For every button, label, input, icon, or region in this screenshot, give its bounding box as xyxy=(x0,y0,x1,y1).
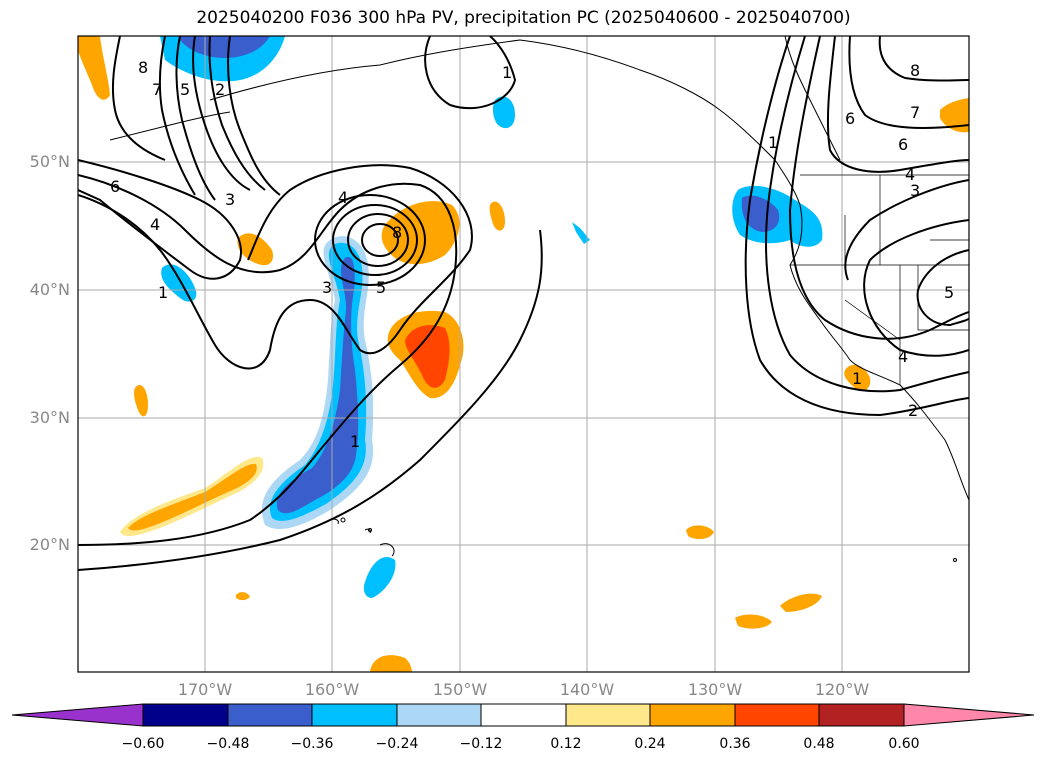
colorbar-segment xyxy=(565,703,651,727)
lat-label-50n: 50°N xyxy=(29,152,70,171)
colorbar-tick-label: −0.48 xyxy=(206,736,250,752)
colorbar-tick-label: 0.60 xyxy=(888,736,920,752)
political-borders xyxy=(790,174,969,385)
colorbar-segment xyxy=(649,703,736,727)
colorbar-segment xyxy=(142,703,229,727)
pv-label: 3 xyxy=(910,181,920,200)
pv-label: 8 xyxy=(910,61,920,80)
pv-label: 3 xyxy=(225,190,235,209)
colorbar-segment xyxy=(396,703,482,727)
colorbar-tick-label: 0.36 xyxy=(719,736,751,752)
pv-label: 1 xyxy=(852,369,862,388)
pv-label: 1 xyxy=(158,283,168,302)
pv-label: 1 xyxy=(502,63,512,82)
map-frame xyxy=(77,35,970,673)
pv-label: 4 xyxy=(338,188,348,207)
lon-label-160w: 160°W xyxy=(304,680,360,699)
pv-label: 7 xyxy=(152,80,162,99)
colorbar-tick-label: 0.48 xyxy=(803,736,835,752)
colorbar-tick-label: −0.36 xyxy=(290,736,334,752)
pv-label: 4 xyxy=(150,215,160,234)
precip-anomaly-shading xyxy=(78,36,969,672)
colorbar-tick-label: 0.12 xyxy=(550,736,582,752)
map-gridlines xyxy=(78,36,969,672)
pv-label: 5 xyxy=(180,80,190,99)
lon-label-120w: 120°W xyxy=(814,680,870,699)
pv-contour-labels: 8 7 5 2 1 6 4 3 1 4 8 5 3 1 1 6 8 7 6 4 … xyxy=(110,58,954,451)
pv-label: 2 xyxy=(215,80,225,99)
pv-label: 6 xyxy=(110,177,120,196)
lon-label-130w: 130°W xyxy=(687,680,743,699)
colorbar-tick-label: −0.12 xyxy=(459,736,503,752)
colorbar-tick-label: 0.24 xyxy=(634,736,666,752)
colorbar-segment xyxy=(734,703,820,727)
colorbar-tick-label: −0.24 xyxy=(375,736,419,752)
map-title: 2025040200 F036 300 hPa PV, precipitatio… xyxy=(196,8,851,28)
lat-label-30n: 30°N xyxy=(29,408,70,427)
pv-label: 2 xyxy=(908,401,918,420)
pv-label: 1 xyxy=(768,133,778,152)
pv-label: 5 xyxy=(944,283,954,302)
colorbar-tick-label: −0.60 xyxy=(121,736,165,752)
pv-label: 5 xyxy=(376,278,386,297)
pv-label: 7 xyxy=(910,103,920,122)
lat-label-20n: 20°N xyxy=(29,535,70,554)
islands xyxy=(340,517,957,562)
lon-label-150w: 150°W xyxy=(432,680,488,699)
pv-label: 6 xyxy=(845,109,855,128)
pv-label: 8 xyxy=(138,58,148,77)
pv-contours xyxy=(78,36,969,571)
pv-label: 6 xyxy=(898,135,908,154)
lon-label-170w: 170°W xyxy=(177,680,233,699)
pv-label: 4 xyxy=(898,347,908,366)
pv-label: 3 xyxy=(322,278,332,297)
lon-label-140w: 140°W xyxy=(559,680,615,699)
lat-label-40n: 40°N xyxy=(29,280,70,299)
colorbar-segment xyxy=(480,703,567,727)
pv-label: 1 xyxy=(350,432,360,451)
colorbar-low-extension xyxy=(11,703,144,727)
colorbar-high-extension xyxy=(903,703,1035,727)
colorbar-segment xyxy=(227,703,313,727)
pv-label: 8 xyxy=(392,223,402,242)
colorbar-segment xyxy=(311,703,398,727)
colorbar xyxy=(11,703,1035,727)
colorbar-segment xyxy=(818,703,905,727)
pv-label: 4 xyxy=(905,165,915,184)
